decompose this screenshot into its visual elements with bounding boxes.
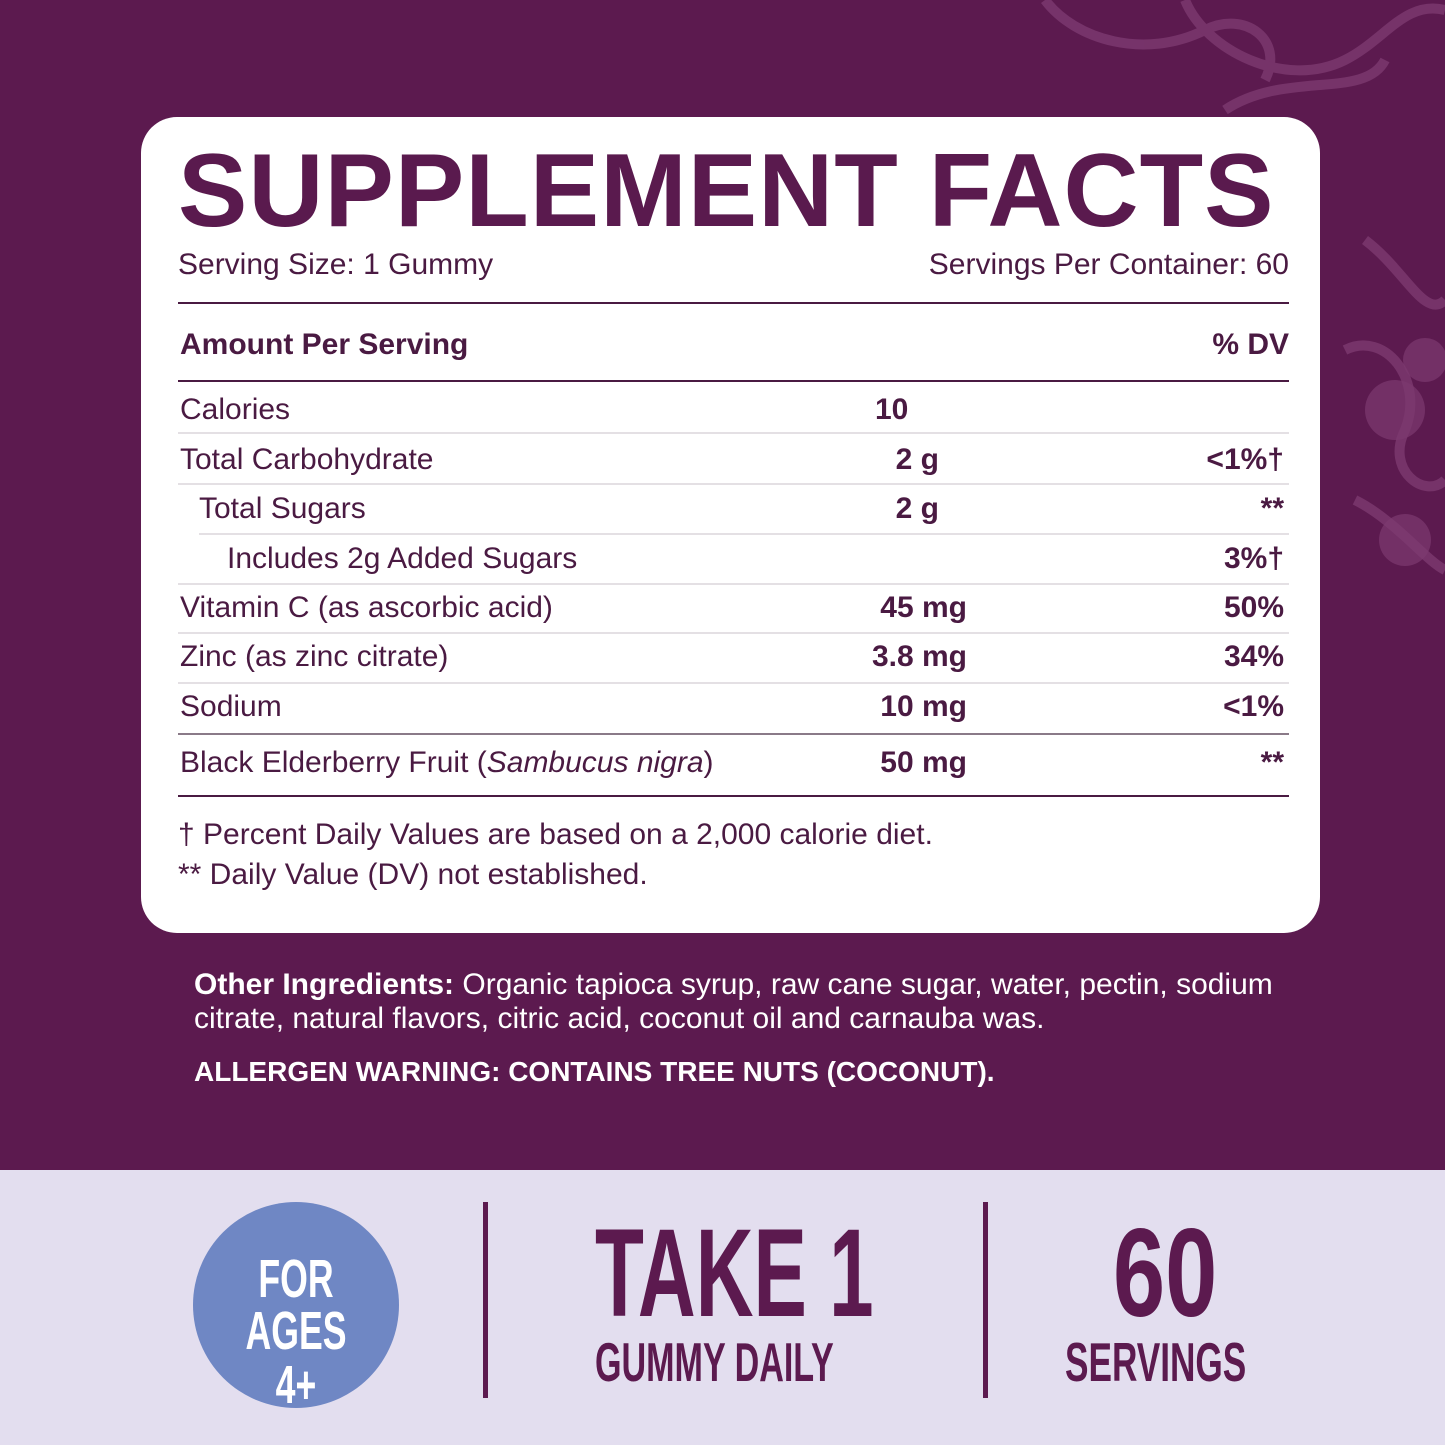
- nutrient-name: Includes 2g Added Sugars: [227, 542, 578, 575]
- footnote-dv: † Percent Daily Values are based on a 2,…: [178, 818, 933, 851]
- nutrient-name: Total Carbohydrate: [180, 443, 434, 476]
- nutrient-amount: 2 g: [895, 492, 939, 525]
- nutrient-name: Total Sugars: [199, 492, 366, 525]
- allergen-warning: ALLERGEN WARNING: CONTAINS TREE NUTS (CO…: [194, 1056, 995, 1087]
- nutrient-dv: **: [1260, 746, 1284, 779]
- nutrient-name: Zinc (as zinc citrate): [180, 640, 449, 673]
- other-ingredients: Other Ingredients: Organic tapioca syrup…: [194, 968, 1334, 1036]
- amount-per-serving-header: Amount Per Serving: [180, 328, 469, 361]
- divider: [178, 302, 1289, 304]
- row-divider: [178, 483, 1289, 485]
- row-divider: [178, 583, 1289, 585]
- nutrient-dv: **: [1260, 492, 1284, 525]
- dv-header: % DV: [1212, 328, 1289, 361]
- row-divider: [199, 533, 1289, 535]
- supplement-facts-panel: SUPPLEMENT FACTS Serving Size: 1 Gummy S…: [141, 117, 1320, 933]
- nutrient-row: Vitamin C (as ascorbic acid) 45 mg 50%: [141, 593, 1320, 623]
- divider: [983, 1202, 988, 1398]
- divider: [483, 1202, 488, 1398]
- nutrient-amount: 45 mg: [880, 591, 967, 624]
- nutrient-amount: 2 g: [895, 443, 939, 476]
- divider: [178, 380, 1289, 382]
- other-ingredients-label: Other Ingredients:: [194, 968, 455, 1001]
- nutrient-amount: 10 mg: [880, 690, 967, 723]
- nutrient-dv: <1%: [1223, 690, 1284, 723]
- nutrient-row: Includes 2g Added Sugars 3%†: [141, 544, 1320, 574]
- divider: [178, 795, 1289, 797]
- servings-count: 60: [1113, 1204, 1218, 1343]
- nutrient-row: Total Sugars 2 g **: [141, 494, 1320, 524]
- nutrient-row: Sodium 10 mg <1%: [141, 692, 1320, 722]
- age-badge-line2: AGES 4+: [245, 1301, 347, 1415]
- row-divider: [178, 632, 1289, 634]
- servings-label: SERVINGS: [1065, 1331, 1247, 1393]
- nutrient-amount: 10: [875, 393, 909, 426]
- nutrient-dv: <1%†: [1206, 443, 1284, 476]
- age-badge: FOR AGES 4+: [193, 1202, 399, 1412]
- nutrient-dv: 50%: [1223, 591, 1284, 624]
- ingredients-section: Other Ingredients: Organic tapioca syrup…: [194, 968, 1334, 1088]
- nutrient-name: Black Elderberry Fruit (Sambucus nigra): [180, 746, 714, 779]
- nutrient-name: Vitamin C (as ascorbic acid): [180, 591, 553, 624]
- nutrient-row: Black Elderberry Fruit (Sambucus nigra) 5…: [141, 748, 1320, 778]
- nutrient-row: Calories 10: [141, 395, 1320, 425]
- nutrient-amount: 50 mg: [880, 746, 967, 779]
- take-one-heading: TAKE 1: [595, 1204, 874, 1343]
- nutrient-amount: 3.8 mg: [871, 640, 967, 673]
- other-ingredients-text: Organic tapioca syrup, raw cane sugar, w…: [194, 968, 1273, 1035]
- elderberry-swirl-decoration: [1041, 0, 1445, 575]
- gummy-daily-label: GUMMY DAILY: [595, 1331, 834, 1393]
- nutrient-row: Total Carbohydrate 2 g <1%†: [141, 445, 1320, 475]
- nutrient-name: Calories: [180, 393, 291, 426]
- row-divider: [178, 432, 1289, 434]
- nutrient-row: Zinc (as zinc citrate) 3.8 mg 34%: [141, 642, 1320, 672]
- facts-title: SUPPLEMENT FACTS: [178, 133, 1275, 249]
- nutrient-dv: 3%†: [1223, 542, 1284, 575]
- age-badge-line1: FOR: [258, 1249, 334, 1309]
- nutrient-dv: 34%: [1223, 640, 1284, 673]
- footnote-not-established: ** Daily Value (DV) not established.: [178, 858, 648, 891]
- servings-per-container: Servings Per Container: 60: [928, 248, 1289, 281]
- serving-size: Serving Size: 1 Gummy: [178, 248, 494, 281]
- divider: [178, 733, 1289, 735]
- row-divider: [178, 682, 1289, 684]
- nutrient-name: Sodium: [180, 690, 282, 723]
